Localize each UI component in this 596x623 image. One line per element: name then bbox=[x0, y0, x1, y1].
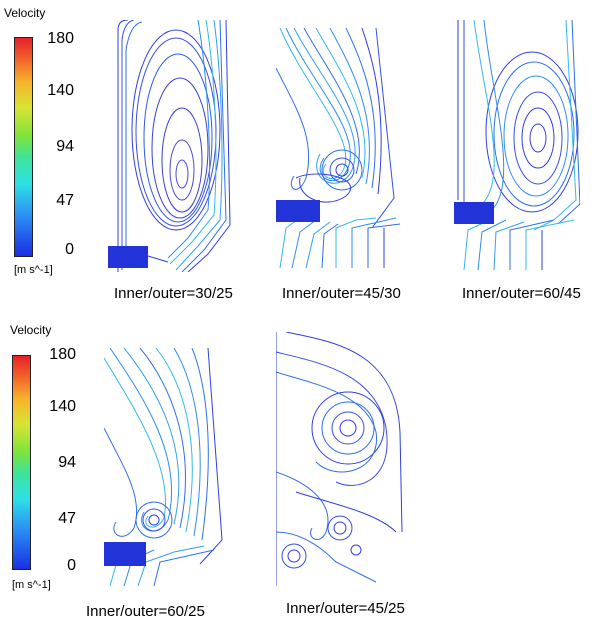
tick-label: 180 bbox=[49, 346, 76, 363]
panel-caption: Inner/outer=45/25 bbox=[286, 600, 405, 617]
tick-label: 47 bbox=[58, 510, 76, 527]
legend-title: Velocity bbox=[10, 323, 52, 337]
tick-label: 94 bbox=[56, 138, 74, 155]
streamline-plot-1 bbox=[108, 20, 231, 272]
panel-caption: Inner/outer=30/25 bbox=[114, 285, 233, 302]
tick-label: 140 bbox=[49, 398, 76, 415]
tick-label: 0 bbox=[67, 557, 76, 574]
tick-label: 140 bbox=[47, 82, 74, 99]
color-bar bbox=[12, 355, 31, 570]
tick-label: 0 bbox=[65, 241, 74, 258]
color-bar bbox=[14, 37, 33, 257]
legend-unit: [m s^-1] bbox=[12, 579, 51, 591]
tick-label: 94 bbox=[58, 454, 76, 471]
tick-label: 180 bbox=[47, 30, 74, 47]
streamline-plot-4 bbox=[104, 348, 223, 586]
panel-caption: Inner/outer=45/30 bbox=[282, 285, 401, 302]
panel-caption: Inner/outer=60/45 bbox=[462, 285, 581, 302]
panel-caption: Inner/outer=60/25 bbox=[86, 603, 205, 620]
streamline-plot-5 bbox=[276, 332, 403, 586]
legend-title: Velocity bbox=[4, 6, 46, 20]
streamline-plot-3 bbox=[454, 20, 580, 270]
legend-unit: [m s^-1] bbox=[14, 264, 53, 276]
streamline-plot-2 bbox=[276, 28, 401, 268]
tick-label: 47 bbox=[56, 192, 74, 209]
